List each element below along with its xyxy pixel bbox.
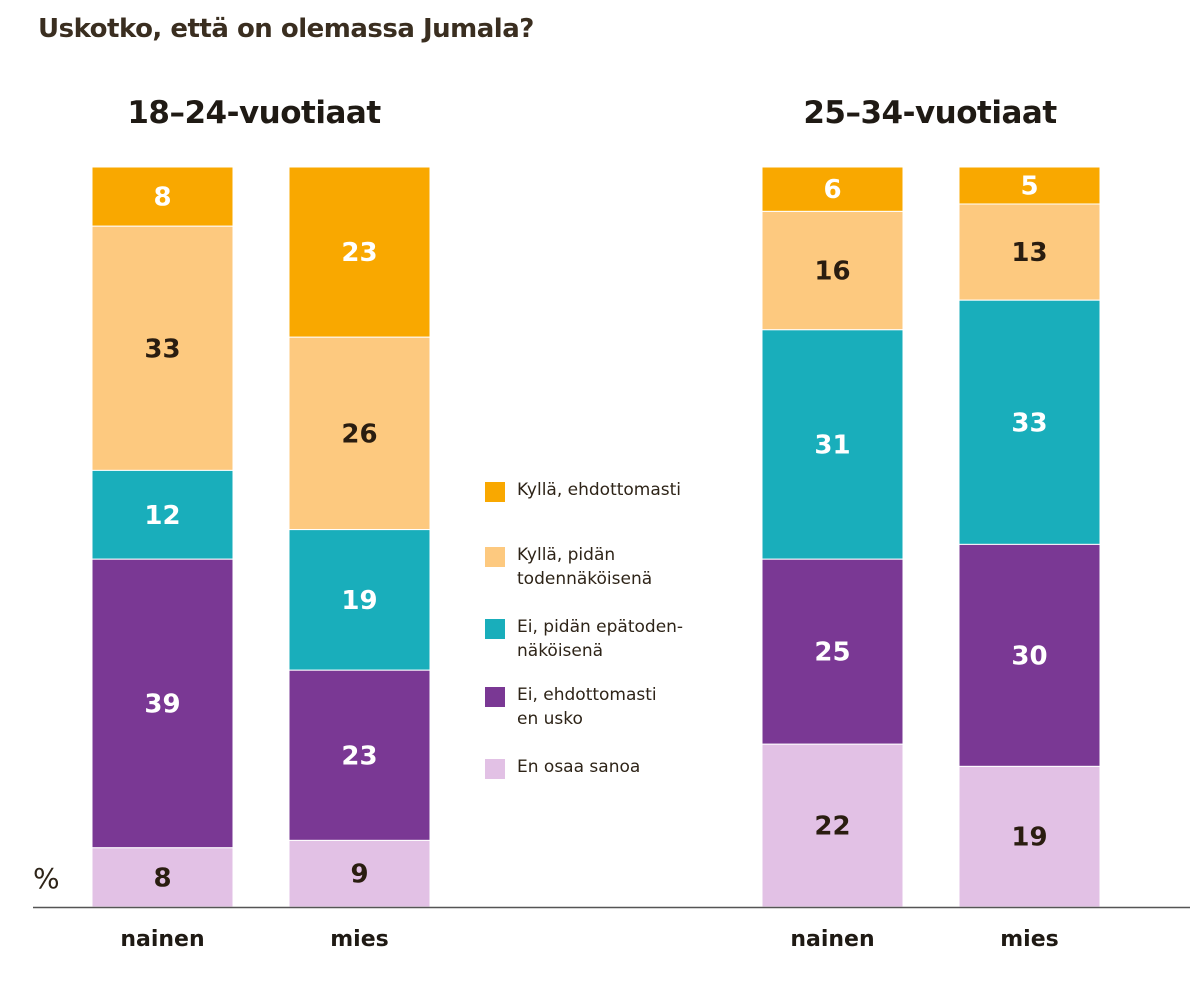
bar-segment bbox=[288, 166, 431, 338]
data-label: 25 bbox=[814, 638, 850, 668]
bar-segment bbox=[91, 847, 234, 908]
data-label: 26 bbox=[341, 419, 377, 449]
data-label: 16 bbox=[814, 257, 850, 287]
bar-segment bbox=[288, 669, 431, 841]
bar-segment bbox=[288, 529, 431, 671]
data-label: 8 bbox=[153, 863, 171, 893]
category-label: nainen bbox=[790, 927, 874, 952]
category-label: nainen bbox=[120, 927, 204, 952]
bar-segment bbox=[91, 558, 234, 849]
bar-segment bbox=[761, 558, 904, 745]
bar-segment bbox=[288, 336, 431, 531]
bar-segment bbox=[761, 166, 904, 212]
legend-label: En osaa sanoa bbox=[517, 757, 641, 777]
bar-segment bbox=[761, 329, 904, 560]
bar-segment bbox=[958, 765, 1101, 908]
chart-title: Uskotko, että on olemassa Jumala? bbox=[38, 14, 534, 44]
category-label: mies bbox=[1000, 927, 1058, 952]
data-label: 19 bbox=[341, 586, 377, 616]
unit-label: % bbox=[33, 862, 60, 895]
bar-segment bbox=[958, 299, 1101, 545]
data-label: 22 bbox=[814, 812, 850, 842]
legend-label: Kyllä, pidän todennäköisenä bbox=[517, 545, 653, 589]
data-label: 13 bbox=[1011, 238, 1047, 268]
data-label: 33 bbox=[144, 334, 180, 364]
legend-swatch bbox=[485, 687, 505, 707]
group-title-18-24: 18–24-vuotiaat bbox=[127, 95, 381, 131]
bar-segment bbox=[288, 839, 431, 908]
bar-segment bbox=[761, 210, 904, 331]
group-title-25-34: 25–34-vuotiaat bbox=[803, 95, 1057, 131]
data-label: 8 bbox=[153, 183, 171, 213]
data-label: 9 bbox=[350, 860, 368, 890]
legend-swatch bbox=[485, 619, 505, 639]
legend-label: Ei, pidän epätoden- näköisenä bbox=[517, 617, 684, 661]
data-label: 31 bbox=[814, 431, 850, 461]
legend-swatch bbox=[485, 547, 505, 567]
legend-label: Kyllä, ehdottomasti bbox=[517, 480, 682, 500]
bar-segment bbox=[91, 166, 234, 227]
bar-segment bbox=[958, 203, 1101, 301]
legend-swatch bbox=[485, 482, 505, 502]
bar-segment bbox=[91, 225, 234, 471]
bar-segment bbox=[761, 743, 904, 908]
data-label: 39 bbox=[144, 690, 180, 720]
data-label: 12 bbox=[144, 501, 180, 531]
data-label: 5 bbox=[1020, 172, 1038, 202]
bar-segment bbox=[958, 166, 1101, 205]
legend-swatch bbox=[485, 759, 505, 779]
data-label: 23 bbox=[341, 741, 377, 771]
category-label: mies bbox=[330, 927, 388, 952]
data-label: 23 bbox=[341, 238, 377, 268]
legend-label: Ei, ehdottomasti en usko bbox=[517, 685, 657, 729]
data-label: 33 bbox=[1011, 408, 1047, 438]
data-label: 30 bbox=[1011, 641, 1047, 671]
data-label: 19 bbox=[1011, 823, 1047, 853]
data-label: 6 bbox=[823, 175, 841, 205]
